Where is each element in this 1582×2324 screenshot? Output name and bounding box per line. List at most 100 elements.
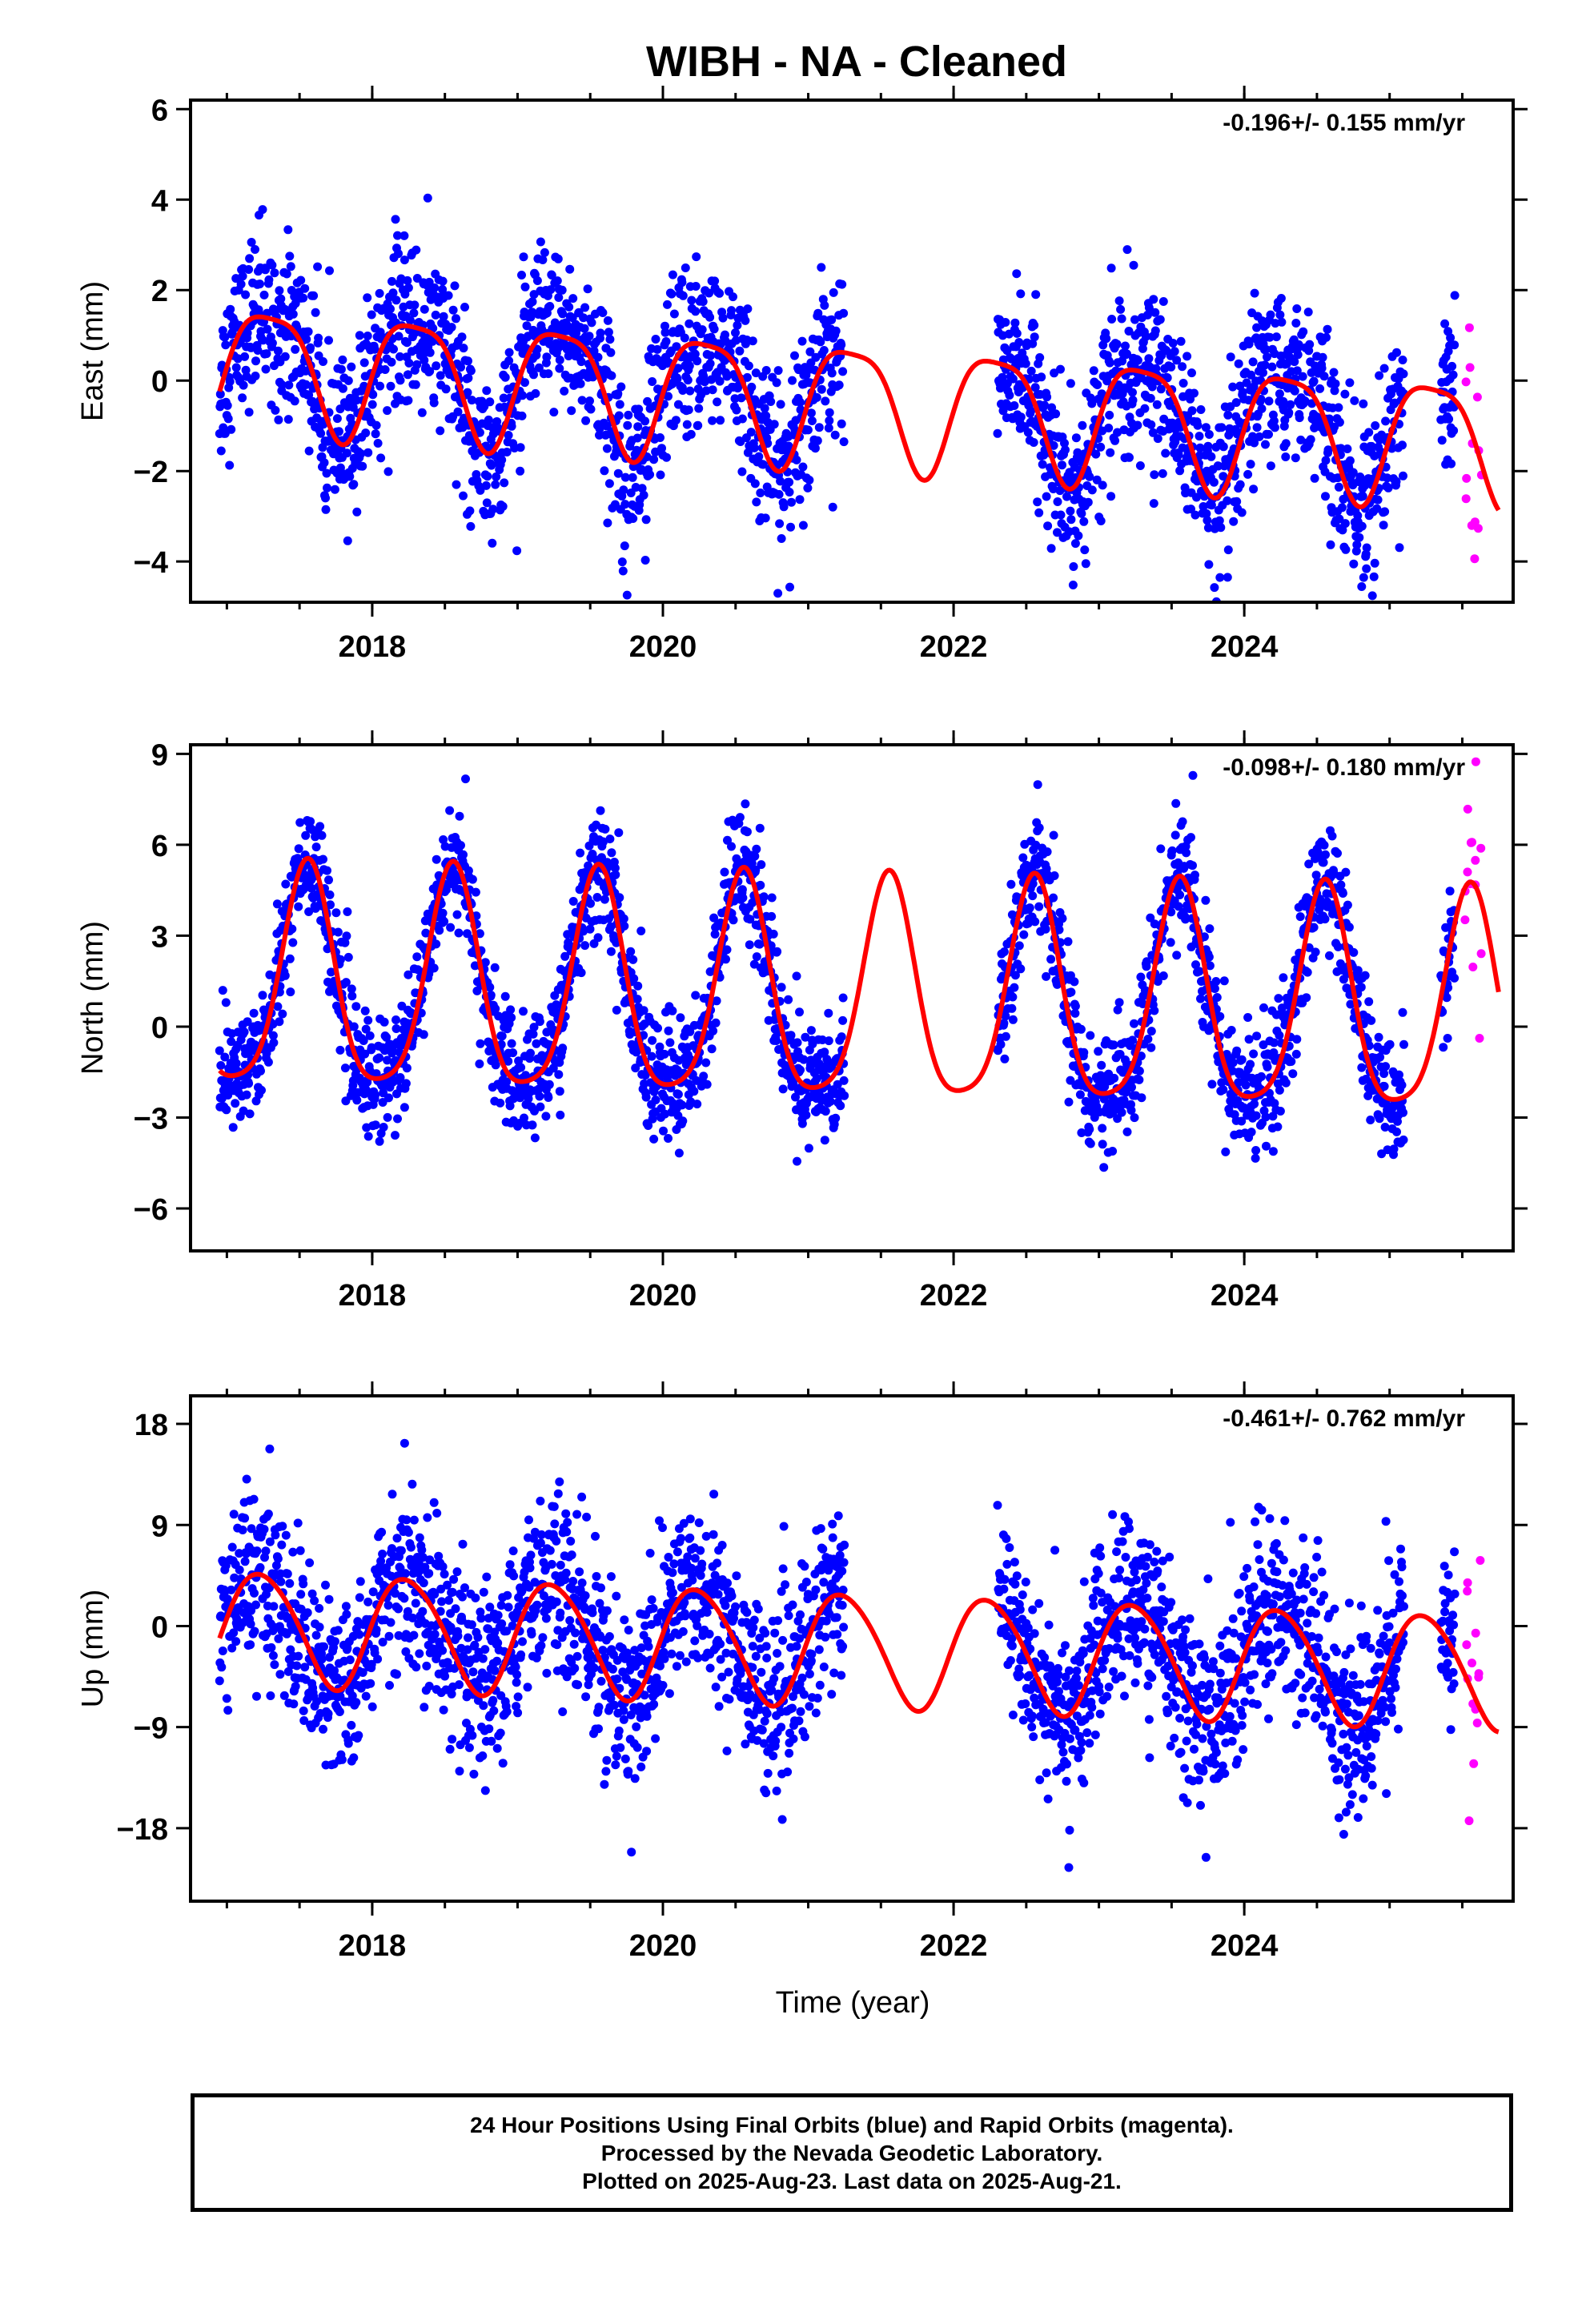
final-point: [459, 344, 468, 353]
final-point: [1158, 297, 1168, 306]
final-point: [1219, 976, 1229, 986]
final-point: [801, 1032, 810, 1042]
final-point: [605, 335, 615, 344]
final-point: [1150, 470, 1159, 480]
final-point: [232, 1614, 242, 1623]
final-point: [1104, 424, 1114, 432]
final-point: [1344, 923, 1354, 932]
y-tick-label: −2: [134, 456, 168, 489]
final-point: [1269, 416, 1279, 426]
final-point: [613, 468, 623, 478]
final-point: [371, 429, 380, 439]
final-point: [319, 458, 329, 468]
final-point: [1097, 1060, 1106, 1070]
rapid-point: [1463, 867, 1472, 877]
final-point: [1244, 1035, 1254, 1044]
final-point: [668, 1006, 677, 1015]
final-point: [228, 1123, 238, 1132]
final-point: [482, 498, 492, 508]
final-point: [664, 1134, 673, 1143]
final-point: [692, 1076, 701, 1085]
final-point: [227, 1643, 237, 1653]
final-point: [1287, 1057, 1296, 1066]
final-point: [258, 205, 267, 215]
final-point: [506, 1005, 516, 1015]
final-point: [1379, 1069, 1389, 1079]
final-point: [838, 993, 848, 1003]
y-tick-label: 4: [151, 184, 168, 218]
final-point: [545, 302, 555, 311]
final-point: [1243, 469, 1253, 479]
final-point: [375, 1136, 384, 1146]
final-point: [814, 423, 824, 432]
final-point: [766, 397, 776, 406]
final-point: [1389, 1144, 1399, 1154]
final-point: [1086, 1139, 1095, 1148]
final-point: [446, 923, 456, 932]
final-point: [250, 1626, 259, 1636]
final-point: [1049, 485, 1058, 493]
final-point: [1001, 318, 1010, 327]
final-point: [275, 286, 284, 296]
final-point: [315, 822, 325, 831]
final-point: [1182, 848, 1191, 858]
final-point: [698, 297, 708, 307]
final-point: [1148, 428, 1158, 437]
final-point: [261, 265, 270, 275]
final-point: [505, 1101, 515, 1111]
final-point: [1178, 392, 1188, 401]
final-point: [624, 410, 633, 420]
final-point: [1442, 993, 1452, 1003]
final-point: [1122, 349, 1131, 359]
final-point: [819, 346, 829, 355]
final-point: [1329, 368, 1339, 377]
final-point: [1353, 511, 1363, 521]
final-point: [223, 414, 233, 424]
final-point: [356, 449, 366, 458]
final-point: [1188, 861, 1197, 870]
final-point: [222, 1694, 231, 1703]
final-point: [1304, 943, 1314, 952]
final-point: [218, 986, 227, 995]
final-point: [275, 1017, 284, 1027]
final-point: [1076, 1024, 1086, 1034]
final-point: [1294, 340, 1303, 349]
final-point: [614, 411, 624, 420]
final-point: [1125, 452, 1134, 462]
final-point: [382, 1032, 391, 1042]
final-point: [249, 1008, 259, 1018]
final-point: [404, 358, 414, 368]
final-point: [1117, 1108, 1126, 1117]
final-point: [1263, 1062, 1272, 1072]
final-point: [1244, 396, 1254, 405]
final-point: [301, 830, 311, 840]
y-tick-label: 3: [151, 920, 168, 954]
final-point: [710, 930, 720, 939]
final-point: [432, 939, 441, 949]
final-point: [352, 507, 362, 517]
final-point: [309, 291, 319, 300]
final-point: [267, 338, 277, 348]
final-point: [744, 361, 753, 371]
final-point: [706, 351, 716, 360]
final-point: [816, 337, 825, 347]
final-point: [371, 1090, 380, 1100]
final-point: [1395, 543, 1404, 553]
final-point: [1074, 531, 1083, 541]
final-point: [412, 360, 422, 369]
final-point: [1444, 414, 1454, 424]
final-point: [721, 955, 730, 964]
final-point: [294, 902, 303, 911]
final-point: [1030, 383, 1040, 392]
final-point: [1392, 1127, 1401, 1136]
final-point: [647, 1051, 656, 1061]
final-point: [535, 1092, 544, 1101]
y-tick-label: 6: [151, 94, 168, 127]
final-point: [403, 275, 412, 285]
final-point: [693, 356, 702, 366]
final-point: [999, 947, 1009, 956]
final-point: [516, 1063, 526, 1072]
final-point: [1106, 492, 1116, 501]
final-point: [1375, 371, 1384, 380]
final-point: [258, 991, 267, 1000]
